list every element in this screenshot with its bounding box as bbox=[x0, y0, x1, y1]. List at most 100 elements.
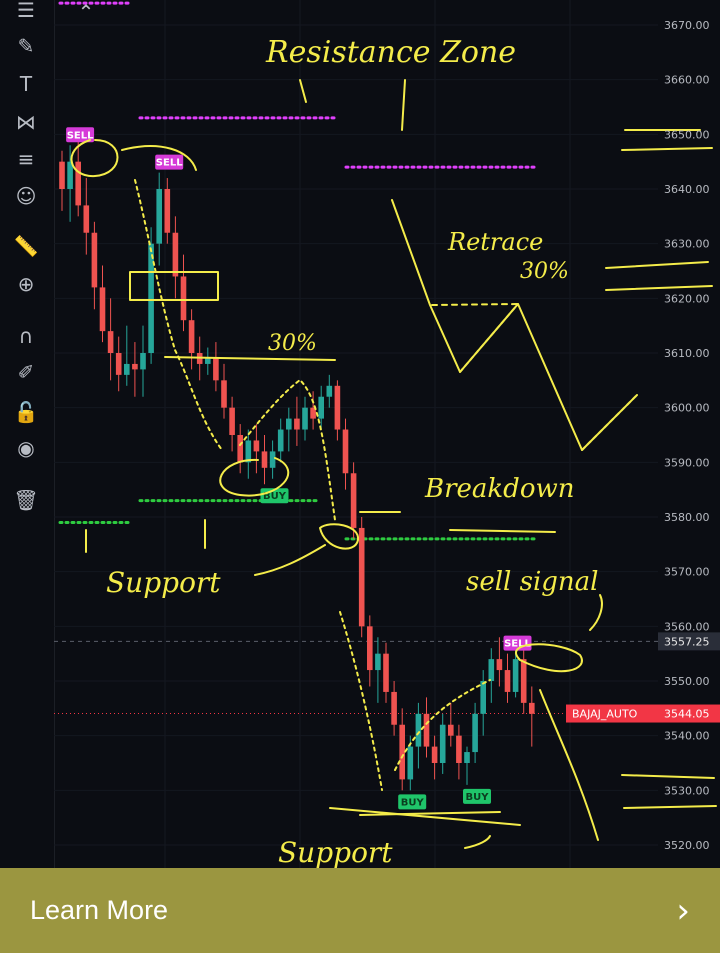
candle bbox=[512, 648, 519, 698]
candle bbox=[448, 702, 454, 747]
y-tick-label: 3650.00 bbox=[664, 128, 710, 141]
annotation-layer: Resistance Zone Retrace 30% 30% Breakdow… bbox=[70, 35, 717, 868]
candle bbox=[205, 347, 211, 375]
collapse-icon[interactable]: ⌃ bbox=[77, 0, 95, 24]
candle bbox=[326, 374, 333, 408]
candle bbox=[415, 702, 422, 769]
pullback-percent-annotation: 30% bbox=[268, 331, 317, 356]
candle bbox=[318, 385, 324, 430]
candle bbox=[399, 708, 405, 791]
y-tick-label: 3660.00 bbox=[664, 74, 710, 87]
price-axis: 3670.00 3660.00 3650.00 3640.00 3630.00 3620.… bbox=[566, 19, 720, 852]
trend-annotation bbox=[239, 379, 336, 521]
y-tick-label: 3560.00 bbox=[664, 620, 710, 633]
candles-layer bbox=[59, 139, 535, 791]
candle bbox=[229, 396, 235, 452]
candle bbox=[277, 418, 284, 463]
sell-signal-arrow-annotation bbox=[589, 594, 603, 631]
signal-text: BUY bbox=[263, 491, 287, 502]
chevron-right-icon: › bbox=[676, 890, 690, 931]
candle bbox=[391, 681, 397, 736]
candle bbox=[480, 670, 486, 736]
current-price-tag: BAJAJ_AUTO 3544.05 bbox=[566, 704, 720, 723]
retrace-annotation: Retrace bbox=[447, 228, 543, 256]
signal-text: BUY bbox=[401, 797, 425, 808]
candle bbox=[358, 517, 365, 638]
candle bbox=[286, 407, 292, 452]
signal-text: SELL bbox=[504, 639, 531, 650]
y-tick-label: 3640.00 bbox=[664, 183, 710, 196]
y-tick-label: 3540.00 bbox=[664, 730, 710, 743]
retrace-zone-box-annotation bbox=[605, 261, 709, 269]
y-tick-label: 3550.00 bbox=[664, 675, 710, 688]
candle bbox=[496, 637, 503, 687]
sell-signal-label: SELL bbox=[155, 154, 183, 170]
pencil-lock-icon[interactable]: ✐ bbox=[17, 360, 35, 384]
candle bbox=[140, 325, 146, 397]
brush-icon[interactable]: ✎ bbox=[17, 34, 35, 58]
support-zone-box-annotation bbox=[621, 774, 715, 779]
y-tick-label: 3590.00 bbox=[664, 456, 710, 469]
trend-down-annotation bbox=[134, 179, 223, 451]
lock-icon[interactable]: 🔓 bbox=[13, 400, 39, 424]
pattern-icon[interactable]: ⋈ bbox=[16, 110, 36, 134]
candle bbox=[172, 216, 179, 299]
candle bbox=[439, 713, 446, 774]
drop-annotation bbox=[539, 689, 599, 841]
breakdown-annotation: Breakdown bbox=[424, 474, 574, 504]
retrace-continue-annotation bbox=[581, 394, 638, 451]
signal-text: SELL bbox=[67, 130, 94, 141]
y-tick-label: 3620.00 bbox=[664, 292, 710, 305]
learn-more-banner[interactable]: Learn More › bbox=[0, 868, 720, 953]
resistance-down-arrow-annotation bbox=[299, 79, 307, 103]
fib-icon[interactable]: ≡ bbox=[17, 147, 35, 171]
trash-icon[interactable]: 🗑 bbox=[13, 488, 39, 512]
candle bbox=[310, 391, 316, 430]
y-tick-label: 3520.00 bbox=[664, 839, 710, 852]
candle bbox=[334, 380, 341, 441]
candle bbox=[91, 221, 98, 310]
y-tick-label: 3610.00 bbox=[664, 347, 710, 360]
candle bbox=[529, 686, 535, 747]
sell-signal-label: SELL bbox=[66, 127, 94, 143]
candle bbox=[245, 429, 252, 479]
y-tick-label: 3530.00 bbox=[664, 784, 710, 797]
sell-signal-circle-annotation bbox=[515, 643, 583, 673]
candle bbox=[83, 178, 90, 255]
support-left-annotation: Support bbox=[106, 566, 221, 599]
bottom-support-line-annotation bbox=[329, 807, 521, 826]
magnet-icon[interactable]: ∩ bbox=[18, 324, 34, 348]
text-tool-icon[interactable]: T bbox=[19, 72, 33, 96]
candle bbox=[456, 724, 462, 780]
emoji-icon[interactable]: ☺ bbox=[15, 184, 37, 208]
retrace-zone-box-annotation bbox=[605, 285, 713, 291]
bottom-support-line-annotation bbox=[359, 811, 501, 816]
candle bbox=[67, 145, 73, 222]
sell-circle-annotation bbox=[70, 139, 119, 178]
candle bbox=[269, 440, 276, 479]
retrace-level-annotation bbox=[431, 303, 519, 306]
candle bbox=[350, 462, 357, 539]
level-lines-layer bbox=[54, 1, 658, 715]
candle bbox=[431, 735, 438, 780]
candlestick-chart: SELL SELL BUY BUY BUY SELL Resistance Zone Re… bbox=[54, 0, 720, 868]
candle bbox=[375, 637, 381, 703]
zoom-icon[interactable]: ⊕ bbox=[17, 272, 35, 296]
signal-text: BUY bbox=[466, 792, 490, 803]
candle bbox=[488, 648, 495, 703]
candle bbox=[302, 396, 308, 441]
candle bbox=[504, 653, 511, 703]
eye-icon[interactable]: ◉ bbox=[17, 436, 35, 460]
buy-signal-label: BUY bbox=[398, 794, 427, 810]
candle bbox=[294, 396, 300, 446]
candle bbox=[124, 325, 130, 386]
arrow-annotation bbox=[121, 145, 197, 171]
ruler-icon[interactable]: 📏 bbox=[13, 234, 39, 258]
buy-circle-annotation bbox=[219, 457, 290, 497]
learn-more-label: Learn More bbox=[30, 895, 169, 925]
resistance-zone-box-annotation bbox=[621, 147, 713, 151]
menu-icon[interactable]: ☰ bbox=[17, 0, 35, 22]
support-zone-box-annotation bbox=[623, 805, 717, 809]
grid-layer bbox=[54, 0, 658, 868]
candle bbox=[180, 254, 187, 332]
